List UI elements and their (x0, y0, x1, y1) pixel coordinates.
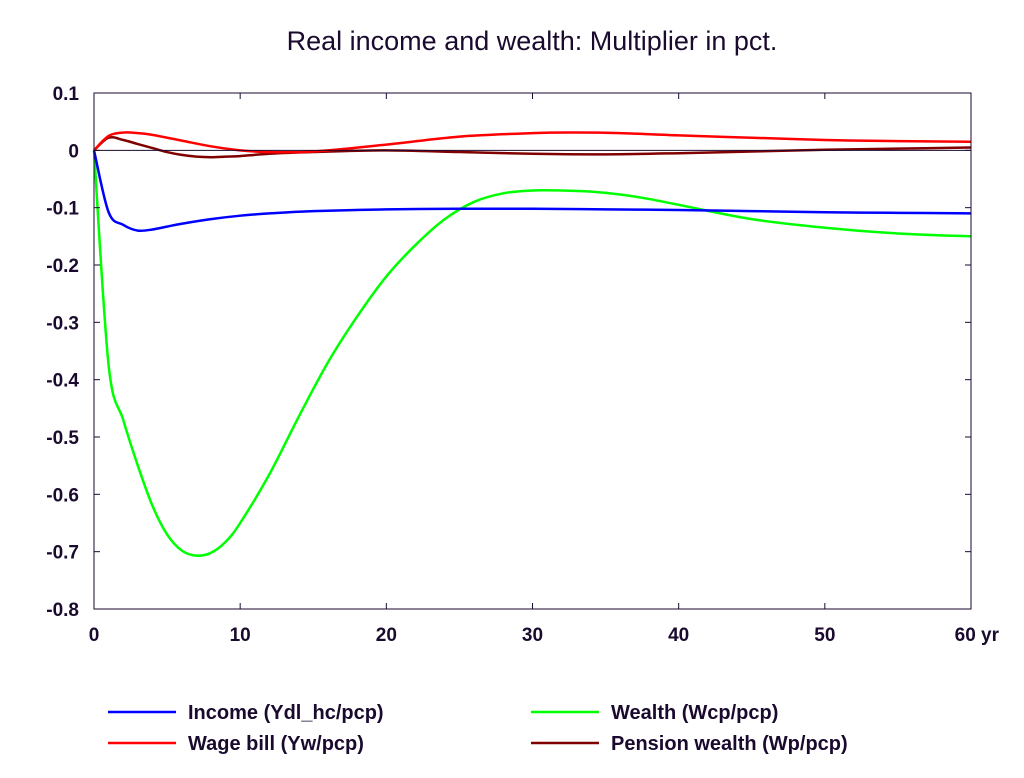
axes: 0.1 0 -0.1 -0.2 -0.3 -0.4 -0.5 -0.6 -0.7 -0.8 0 10 2… (46, 84, 999, 646)
legend-label: Pension wealth (Wp/pcp) (611, 733, 848, 755)
y-tick-label: -0.5 (46, 428, 79, 449)
x-tick-label: 40 (668, 625, 689, 646)
y-tick-label: -0.8 (46, 600, 79, 621)
y-tick-label: 0.1 (53, 84, 80, 105)
series-line-1 (93, 131, 972, 154)
x-tick-label: 50 (814, 625, 835, 646)
y-tick-label: -0.1 (46, 199, 79, 220)
legend-label: Wage bill (Yw/pcp) (188, 733, 364, 755)
plot-frame (93, 92, 972, 610)
series-line-2 (92, 150, 972, 558)
y-tick-label: -0.2 (46, 256, 79, 277)
plot-area (92, 131, 972, 558)
legend-label: Wealth (Wcp/pcp) (611, 702, 778, 724)
x-tick-label: 10 (230, 625, 251, 646)
legend-item: Pension wealth (Wp/pcp) (531, 733, 848, 755)
y-tick-label: -0.6 (46, 485, 79, 506)
legend-item: Income (Ydl_hc/pcp) (108, 702, 384, 724)
y-tick-label: -0.3 (46, 313, 79, 334)
x-tick-label: 20 (376, 625, 397, 646)
y-tick-label: -0.4 (46, 371, 79, 392)
series-line-0 (92, 150, 972, 233)
series-line-3 (93, 135, 972, 159)
y-tick-label: 0 (68, 141, 79, 162)
x-tick-label: 60 yr (955, 625, 1000, 646)
chart-title: Real income and wealth: Multiplier in pc… (287, 26, 778, 56)
y-tick-label: -0.7 (46, 543, 79, 564)
legend-item: Wage bill (Yw/pcp) (108, 733, 364, 755)
legend: Income (Ydl_hc/pcp) Wage bill (Yw/pcp) Wea… (108, 702, 848, 755)
legend-label: Income (Ydl_hc/pcp) (188, 702, 384, 724)
x-tick-label: 30 (522, 625, 543, 646)
legend-item: Wealth (Wcp/pcp) (531, 702, 778, 724)
x-tick-label: 0 (89, 625, 100, 646)
